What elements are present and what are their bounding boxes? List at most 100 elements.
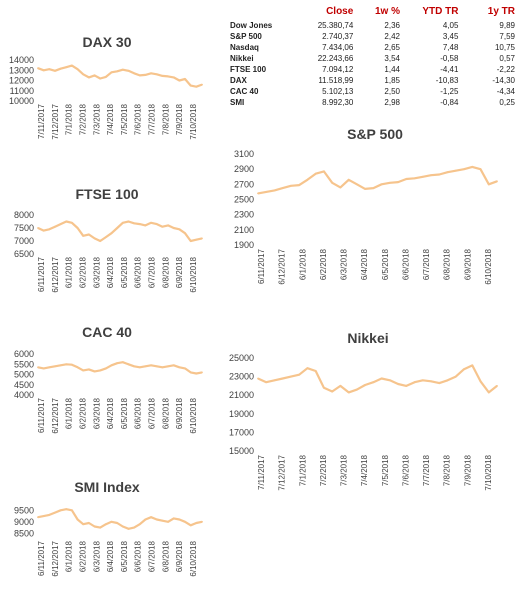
cac-x-tick: 6/1/2018 — [65, 397, 74, 429]
cac-data-point — [150, 364, 153, 367]
ftse-x-tick: 6/6/2018 — [134, 256, 143, 288]
smi-data-point — [121, 525, 124, 528]
ftse-data-point — [99, 240, 102, 242]
sp-data-point — [364, 188, 366, 190]
dax-data-point — [161, 75, 164, 77]
nikkei-x-tick: 7/3/2018 — [340, 454, 349, 486]
ftse-data-point — [150, 221, 153, 224]
sp-data-point — [421, 175, 424, 178]
sp-data-point — [331, 181, 334, 184]
close-value: 7.434,06 — [322, 43, 354, 52]
nikkei-data-point — [421, 379, 424, 382]
close-value: 11.518,99 — [318, 76, 354, 85]
dax-data-point — [144, 74, 147, 76]
week-change: 3,54 — [384, 54, 400, 63]
dax-x-tick: 7/6/2018 — [134, 103, 143, 135]
sp-data-point — [257, 192, 259, 195]
dax-y-tick: 12000 — [9, 76, 34, 86]
sp-data-point — [265, 191, 268, 193]
smi-data-point — [127, 527, 130, 530]
nikkei-data-point — [281, 377, 284, 380]
cac-data-point — [133, 365, 136, 368]
dax-data-point — [172, 76, 175, 79]
sp-y-tick: 2300 — [234, 210, 254, 220]
smi-data-point — [189, 524, 192, 527]
ftse-data-point — [195, 238, 198, 241]
sp-data-point — [347, 178, 350, 181]
dax-x-tick: 7/1/2018 — [65, 103, 74, 135]
dax-data-point — [76, 68, 79, 71]
week-change: 1,44 — [384, 65, 400, 74]
ftse-x-tick: 6/2/2018 — [78, 256, 87, 288]
ftse-series-line — [37, 220, 203, 243]
nikkei-x-tick: 7/4/2018 — [360, 454, 369, 486]
cac-x-tick: 6/4/2018 — [106, 397, 115, 429]
nikkei-data-point — [314, 370, 317, 372]
header-close: Close — [326, 6, 354, 17]
ytd-return: -4,41 — [440, 65, 459, 74]
sp-y-tick: 2900 — [234, 164, 254, 174]
dax-data-point — [195, 85, 198, 88]
ftse-data-point — [76, 227, 79, 229]
nikkei-data-point — [413, 381, 416, 384]
cac-data-point — [110, 364, 113, 367]
sp-x-tick: 6/9/2018 — [463, 248, 472, 280]
smi-data-point — [54, 511, 56, 514]
smi-x-tick: 6/1/2018 — [65, 540, 74, 572]
cac-data-point — [76, 366, 79, 369]
nikkei-data-point — [331, 390, 334, 393]
nikkei-data-point — [479, 380, 482, 383]
cac-data-point — [144, 365, 147, 368]
nikkei-data-point — [372, 381, 375, 384]
ftse-y-tick: 7500 — [14, 223, 34, 233]
week-change: 1,85 — [384, 76, 400, 85]
dax-x-tick: 7/11/2017 — [37, 103, 46, 139]
nikkei-chart: Nikkei 25000 23000 21000 19000 17000 150007/11… — [229, 330, 498, 491]
ytd-return: -1,25 — [440, 87, 459, 96]
ftse-data-point — [172, 227, 175, 229]
nikkei-data-point — [265, 381, 268, 384]
ftse-data-point — [184, 232, 186, 235]
ftse-data-point — [42, 229, 45, 232]
ftse-x-tick: 6/12/2017 — [51, 256, 60, 292]
dax-data-point — [189, 84, 192, 87]
nikkei-x-tick: 7/12/2017 — [278, 454, 287, 490]
sp-data-point — [397, 181, 399, 184]
ftse-data-point — [54, 225, 56, 228]
smi-data-point — [167, 520, 170, 523]
smi-data-point — [201, 520, 203, 523]
table-row: Dow Jones 25.380,74 2,36 4,05 9,89 — [228, 20, 517, 31]
dax-data-point — [99, 77, 102, 80]
index-name: Nikkei — [230, 54, 254, 63]
dax-data-point — [201, 83, 203, 86]
cac-x-tick: 6/5/2018 — [120, 397, 129, 429]
sp-x-tick: 6/11/2017 — [257, 248, 266, 284]
dax-title: DAX 30 — [82, 34, 131, 50]
sp-x-tick: 6/7/2018 — [422, 248, 431, 280]
cac-y-tick: 5500 — [14, 359, 34, 369]
smi-data-point — [88, 522, 90, 524]
ftse-data-point — [65, 220, 68, 223]
sp-data-point — [389, 181, 391, 184]
sp-x-tick: 6/1/2018 — [298, 248, 307, 280]
ftse-x-tick: 6/11/2017 — [37, 256, 46, 292]
sp-y-tick: 2500 — [234, 195, 254, 205]
week-change: 2,65 — [384, 43, 400, 52]
ftse-data-point — [105, 236, 107, 239]
ftse-y-tick: 7000 — [14, 236, 34, 246]
sp-data-point — [438, 173, 441, 176]
cac-data-point — [99, 369, 102, 372]
smi-data-point — [65, 508, 68, 511]
dax-x-tick: 7/4/2018 — [106, 103, 115, 135]
cac-title: CAC 40 — [82, 324, 132, 340]
sp-data-point — [413, 177, 416, 180]
nikkei-data-point — [438, 382, 441, 384]
week-change: 2,98 — [384, 98, 400, 107]
nikkei-data-point — [306, 367, 309, 370]
cac-series-line — [37, 361, 203, 375]
smi-data-point — [71, 509, 73, 512]
sp-y-tick: 2700 — [234, 179, 254, 189]
ftse-data-point — [48, 228, 51, 231]
ftse-data-point — [161, 225, 164, 228]
